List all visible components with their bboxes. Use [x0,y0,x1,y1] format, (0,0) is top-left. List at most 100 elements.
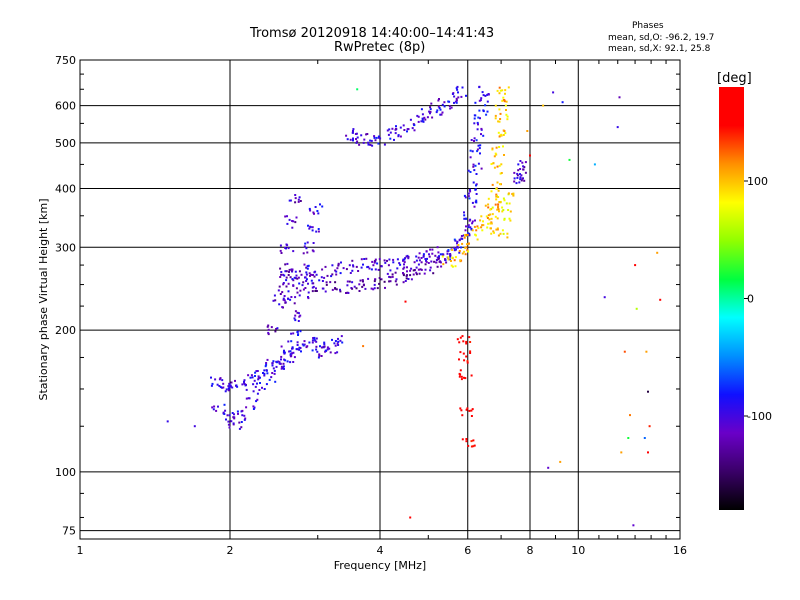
echo-point [451,93,454,95]
echo-point [305,247,308,250]
echo-point [412,273,415,276]
echo-point [475,201,478,204]
echo-point [287,290,290,293]
echo-point [457,96,460,99]
echo-point [473,169,476,172]
echo-point [417,120,420,123]
echo-point [241,409,244,412]
echo-point [236,385,239,388]
echo-point [257,378,260,381]
echo-point [282,282,285,284]
echo-point [384,261,387,264]
y-tick-label: 100 [55,466,76,479]
echo-point [318,354,321,357]
echo-point [415,259,418,262]
echo-point [420,120,423,123]
echo-point [471,222,474,225]
echo-point [430,260,433,263]
echo-point [505,109,507,111]
echo-point [285,285,288,288]
echo-point [455,97,458,100]
echo-point [485,113,488,116]
echo-point [417,268,420,271]
echo-point [317,356,320,359]
echo-point [363,138,366,141]
echo-point [265,369,268,372]
echo-point [227,385,230,388]
echo-point [460,95,463,98]
echo-point [468,232,471,235]
echo-point [484,204,487,207]
echo-point [334,340,337,342]
echo-point [389,131,392,134]
echo-point [371,260,374,263]
echo-point [305,278,308,281]
isolated-echo-point [559,460,562,463]
echo-point [460,235,463,237]
echo-point [480,167,483,170]
echo-point [429,266,432,269]
echo-point [466,249,469,252]
echo-point [256,398,259,401]
echo-point [266,372,269,375]
echo-point [243,379,246,382]
echo-point [461,438,464,441]
echo-point [295,277,297,280]
echo-point [429,110,432,113]
echo-point [320,276,323,279]
echo-point [373,135,376,138]
echo-point [265,363,268,366]
echo-point [244,384,247,387]
echo-point [266,325,269,328]
echo-point [229,385,232,388]
echo-point [227,387,230,390]
echo-point [447,258,450,261]
echo-point [444,258,446,261]
echo-point [479,99,482,102]
echo-point [461,237,464,240]
x-axis-label: Frequency [MHz] [334,559,426,572]
echo-point [302,252,305,255]
echo-point [317,230,320,233]
echo-point [331,273,334,276]
echo-point [267,324,270,327]
echo-point [474,164,477,167]
echo-point [475,183,478,186]
echo-point [447,100,450,103]
echo-point [303,245,306,248]
echo-point [326,348,329,351]
echo-point [513,171,516,174]
echo-point [271,362,274,365]
echo-point [391,275,394,278]
echo-point [496,217,499,220]
echo-point [323,341,326,344]
echo-point [410,267,413,270]
echo-point [500,172,503,174]
echo-point [289,350,292,353]
echo-point [439,113,442,116]
isolated-echo-point [656,251,659,254]
echo-point [291,226,294,229]
echo-point [298,196,301,199]
echo-point [284,301,287,304]
echo-point [351,131,354,134]
echo-point [273,294,276,297]
echo-point [279,249,282,252]
echo-point [285,247,287,250]
echo-point [394,271,397,274]
echo-point [498,86,501,89]
echo-point [492,162,495,165]
echo-point [415,255,418,258]
echo-point [415,273,418,276]
echo-point [498,164,501,167]
echo-point [443,105,446,108]
echo-point [484,94,487,97]
echo-point [418,252,421,255]
echo-point [503,154,505,156]
echo-point [282,297,285,300]
echo-point [431,116,434,119]
echo-point [365,133,368,136]
echo-point [494,117,497,120]
echo-point [480,127,483,130]
echo-point [396,267,399,270]
